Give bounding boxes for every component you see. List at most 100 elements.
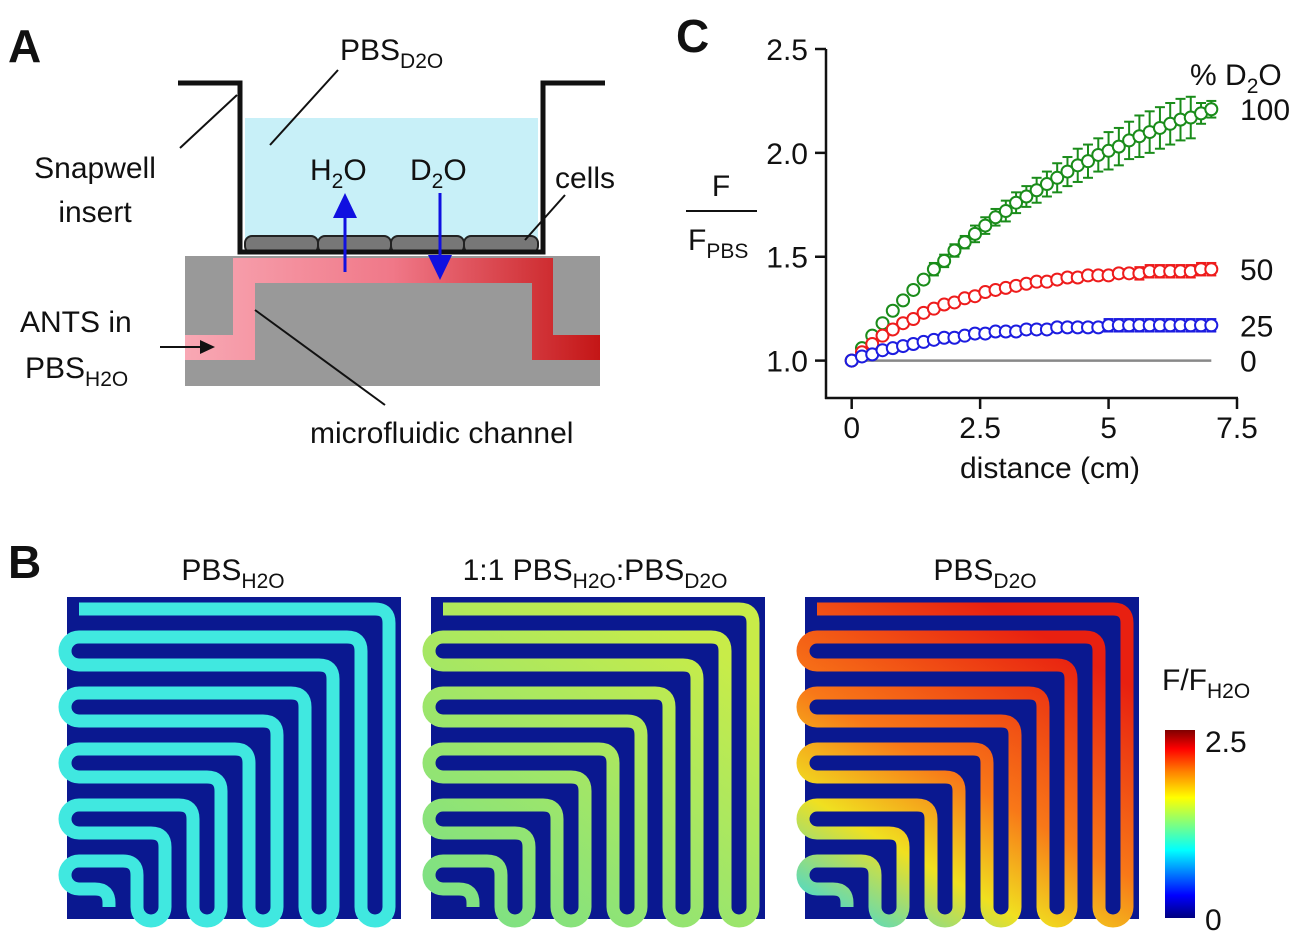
text: O <box>343 154 366 187</box>
subscript: D2O <box>993 570 1036 593</box>
channel <box>185 258 600 360</box>
leader-line <box>269 69 339 146</box>
panel-a: A PBSD2O Snapwell insert H2O D2O cells A… <box>8 20 615 450</box>
y-tick-label: 2.0 <box>766 138 808 171</box>
text: PBS <box>340 34 400 67</box>
well-liquid <box>245 118 538 250</box>
panel-b: B PBSH2O 1:1 PBSH2O:PBSD2O PBSD2O F/FH2O… <box>8 536 1250 936</box>
data-point <box>906 282 921 297</box>
series-label: 0 <box>1240 346 1257 379</box>
subscript: 2 <box>332 170 344 193</box>
data-point <box>967 226 982 241</box>
data-point <box>1060 164 1075 179</box>
image-background <box>431 597 765 919</box>
microchannel <box>58 602 396 928</box>
label: H2O <box>310 154 367 193</box>
leader-line <box>254 309 386 406</box>
data-point <box>937 253 952 268</box>
insert-outline <box>178 80 605 255</box>
data-point <box>916 272 931 287</box>
arrow-head <box>428 255 452 280</box>
series-label: 50 <box>1240 254 1273 287</box>
subscript: H2O <box>1207 680 1250 703</box>
arrow-head <box>333 193 357 218</box>
data-point <box>1050 170 1065 185</box>
label: D2O <box>410 154 467 193</box>
subscript: H2O <box>573 570 616 593</box>
y-label-num: F <box>712 170 730 203</box>
y-label-den: FPBS <box>688 224 748 263</box>
colorbar-label: F/FH2O <box>1162 664 1250 703</box>
data-point <box>1204 318 1219 333</box>
microchannel <box>796 602 1134 928</box>
microchannel <box>422 602 760 928</box>
y-tick-label: 2.5 <box>766 34 808 67</box>
data-point <box>926 262 941 277</box>
image-title: PBSH2O <box>181 554 284 593</box>
data-point <box>1204 262 1219 277</box>
data-point <box>957 235 972 250</box>
series-label: 25 <box>1240 310 1273 343</box>
cells <box>244 235 539 254</box>
panel-label: B <box>8 536 41 588</box>
text: O <box>443 154 466 187</box>
x-tick-label: 0 <box>843 412 860 445</box>
data-point <box>896 293 911 308</box>
leaders <box>160 69 566 406</box>
colorbar-min: 0 <box>1205 904 1222 936</box>
text: 1:1 PBS <box>463 554 573 587</box>
text: % D <box>1190 59 1247 92</box>
subscript: H2O <box>241 570 284 593</box>
text: PBS <box>181 554 241 587</box>
subscript: 2 <box>432 170 444 193</box>
y-tick-label: 1.5 <box>766 242 808 275</box>
data-point <box>906 312 921 327</box>
leader-line <box>179 94 238 149</box>
colorbar-max: 2.5 <box>1205 726 1247 759</box>
text: PBS <box>25 352 85 385</box>
panel-c: C F FPBS % D2O distance (cm) <box>676 10 1282 485</box>
data-point <box>885 322 900 337</box>
subscript: D2O <box>684 570 727 593</box>
text: F <box>688 224 706 257</box>
image-title: PBSD2O <box>933 554 1036 593</box>
x-tick-label: 7.5 <box>1216 412 1258 445</box>
label: PBSH2O <box>25 352 128 391</box>
data-point <box>978 218 993 233</box>
data-point <box>1204 102 1219 117</box>
panel-label: A <box>8 20 41 72</box>
data-point <box>1029 183 1044 198</box>
panel-label: C <box>676 10 709 62</box>
label: microfluidic channel <box>310 417 573 450</box>
y-tick-label: 1.0 <box>766 346 808 379</box>
text: H <box>310 154 332 187</box>
image-background <box>805 597 1139 919</box>
x-tick-label: 5 <box>1100 412 1117 445</box>
data-point <box>1019 189 1034 204</box>
label: PBSD2O <box>340 34 443 73</box>
image-background <box>67 597 401 919</box>
data-point <box>885 303 900 318</box>
label: insert <box>58 196 132 229</box>
data-point <box>1009 195 1024 210</box>
subscript: PBS <box>706 240 748 263</box>
data-point <box>998 204 1013 219</box>
label: ANTS in <box>20 306 132 339</box>
image-title: 1:1 PBSH2O:PBSD2O <box>463 554 728 593</box>
legend-title: % D2O <box>1190 59 1282 98</box>
x-axis-label: distance (cm) <box>960 452 1140 485</box>
arrow-head <box>200 340 215 354</box>
text: F/F <box>1162 664 1207 697</box>
leader-line <box>524 194 566 241</box>
data-point <box>1111 139 1126 154</box>
label: cells <box>555 162 615 195</box>
data-point <box>1039 177 1054 192</box>
subscript: H2O <box>85 368 128 391</box>
data-point <box>1081 154 1096 169</box>
series-label: 100 <box>1240 94 1290 127</box>
data-point <box>988 210 1003 225</box>
text: D <box>410 154 432 187</box>
